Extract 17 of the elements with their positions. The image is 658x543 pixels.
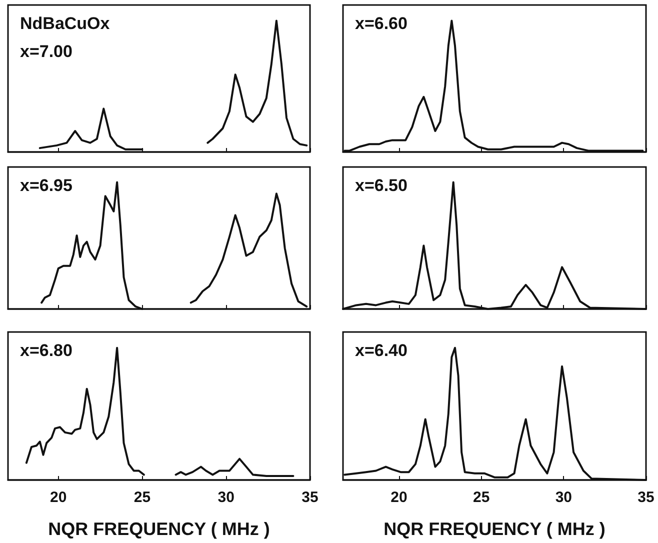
x-tick-label: 30 — [555, 489, 572, 506]
x-tick-label: 20 — [50, 489, 67, 506]
x-tick-label: 20 — [390, 489, 408, 506]
x-tick-label: 25 — [134, 489, 151, 506]
annotation: x=6.95 — [20, 176, 72, 195]
x-tick-label: 35 — [302, 489, 318, 506]
annotation: x=6.60 — [355, 14, 408, 33]
x-axis-title: NQR FREQUENCY ( MHz ) — [48, 519, 270, 539]
x-tick-label: 30 — [218, 489, 234, 506]
x-axis-title: NQR FREQUENCY ( MHz ) — [384, 519, 606, 539]
annotation: x=6.40 — [355, 341, 408, 360]
annotation: x=6.80 — [20, 341, 72, 360]
x-tick-label: 25 — [472, 489, 490, 506]
x-tick-label: 35 — [638, 489, 654, 506]
annotation: x=6.50 — [355, 176, 408, 195]
annotation: x=7.00 — [20, 42, 72, 61]
annotation: NdBaCuOx — [20, 14, 110, 33]
